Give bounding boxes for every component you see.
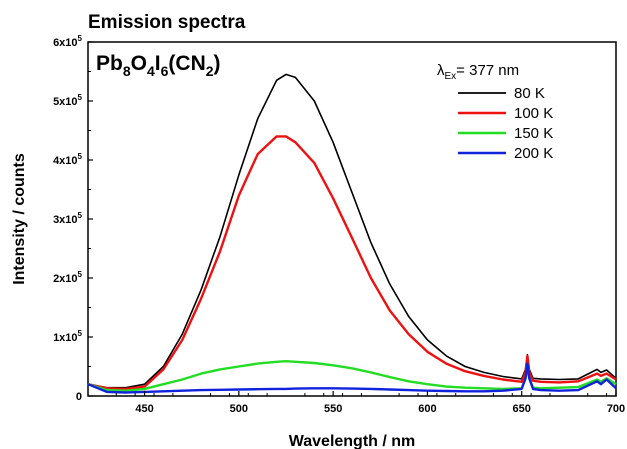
x-tick-label: 500 <box>230 403 248 415</box>
legend-label: 150 K <box>514 125 553 142</box>
x-tick-label: 650 <box>513 403 531 415</box>
y-tick-label: 3x105 <box>53 211 82 226</box>
legend-label: 100 K <box>514 105 553 122</box>
y-tick-label: 6x105 <box>53 34 82 49</box>
formula-part: (CN <box>168 52 205 75</box>
x-ticks: 450 500 550 600 650 700 <box>116 391 625 415</box>
formula-part: Pb <box>96 52 123 75</box>
formula-part: ) <box>214 52 221 75</box>
formula-part: O <box>131 52 147 75</box>
legend-label: 80 K <box>514 85 545 102</box>
y-axis-label: Intensity / counts <box>11 153 28 285</box>
y-tick-label: 2x105 <box>53 270 82 285</box>
formula-subscript: 2 <box>206 63 214 79</box>
legend: 80 K 100 K 150 K 200 K <box>458 85 553 162</box>
x-tick-label: 550 <box>324 403 342 415</box>
y-tick-label: 0 <box>76 391 82 403</box>
excitation-label: λEx= 377 nm <box>437 62 519 82</box>
y-tick-label: 4x105 <box>53 152 82 167</box>
y-tick-label: 1x105 <box>53 329 82 344</box>
x-tick-label: 450 <box>135 403 153 415</box>
y-ticks: 0 1x105 2x105 3x105 4x105 5x105 6x105 <box>53 34 93 403</box>
formula-subscript: 8 <box>123 63 131 79</box>
formula-subscript: 6 <box>161 63 169 79</box>
formula-subscript: 4 <box>147 63 155 79</box>
compound-formula: Pb8O4I6(CN2) <box>96 52 221 79</box>
y-tick-label: 5x105 <box>53 93 82 108</box>
x-tick-label: 700 <box>607 403 625 415</box>
legend-label: 200 K <box>514 145 553 162</box>
chart-title: Emission spectra <box>88 12 246 33</box>
x-tick-label: 600 <box>418 403 436 415</box>
series-line-2 <box>88 136 616 389</box>
series-layer <box>88 74 616 392</box>
x-axis-label: Wavelength / nm <box>289 433 416 449</box>
